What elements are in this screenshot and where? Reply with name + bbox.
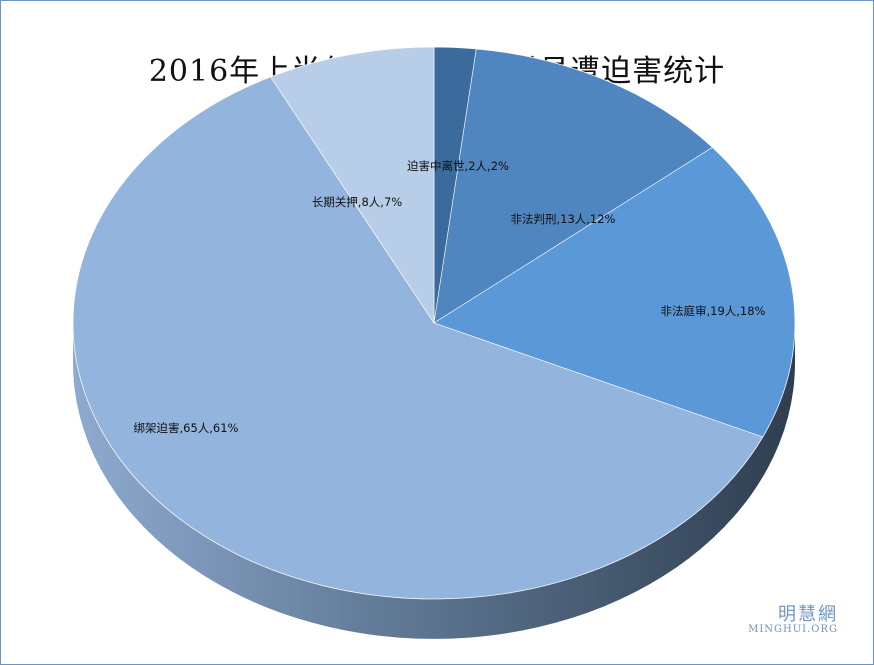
slice-label-5: 长期关押,8人,7% (312, 195, 402, 209)
slice-label-4: 绑架迫害,65人,61% (133, 421, 238, 435)
slice-label-1: 迫害中离世,2人,2% (407, 159, 509, 173)
pie-rim (72, 46, 796, 600)
pie-slice-2 (433, 48, 713, 324)
watermark-url-text: MINGHUI.ORG (748, 624, 838, 635)
pie-slice-5 (270, 46, 435, 324)
slice-label-2: 非法判刑,13人,12% (510, 212, 615, 226)
watermark-logo-text: 明慧網 (778, 604, 838, 625)
pie-slice-4 (72, 76, 764, 600)
slice-label-3: 非法庭审,19人,18% (660, 304, 765, 318)
pie-slice-3 (433, 146, 796, 438)
